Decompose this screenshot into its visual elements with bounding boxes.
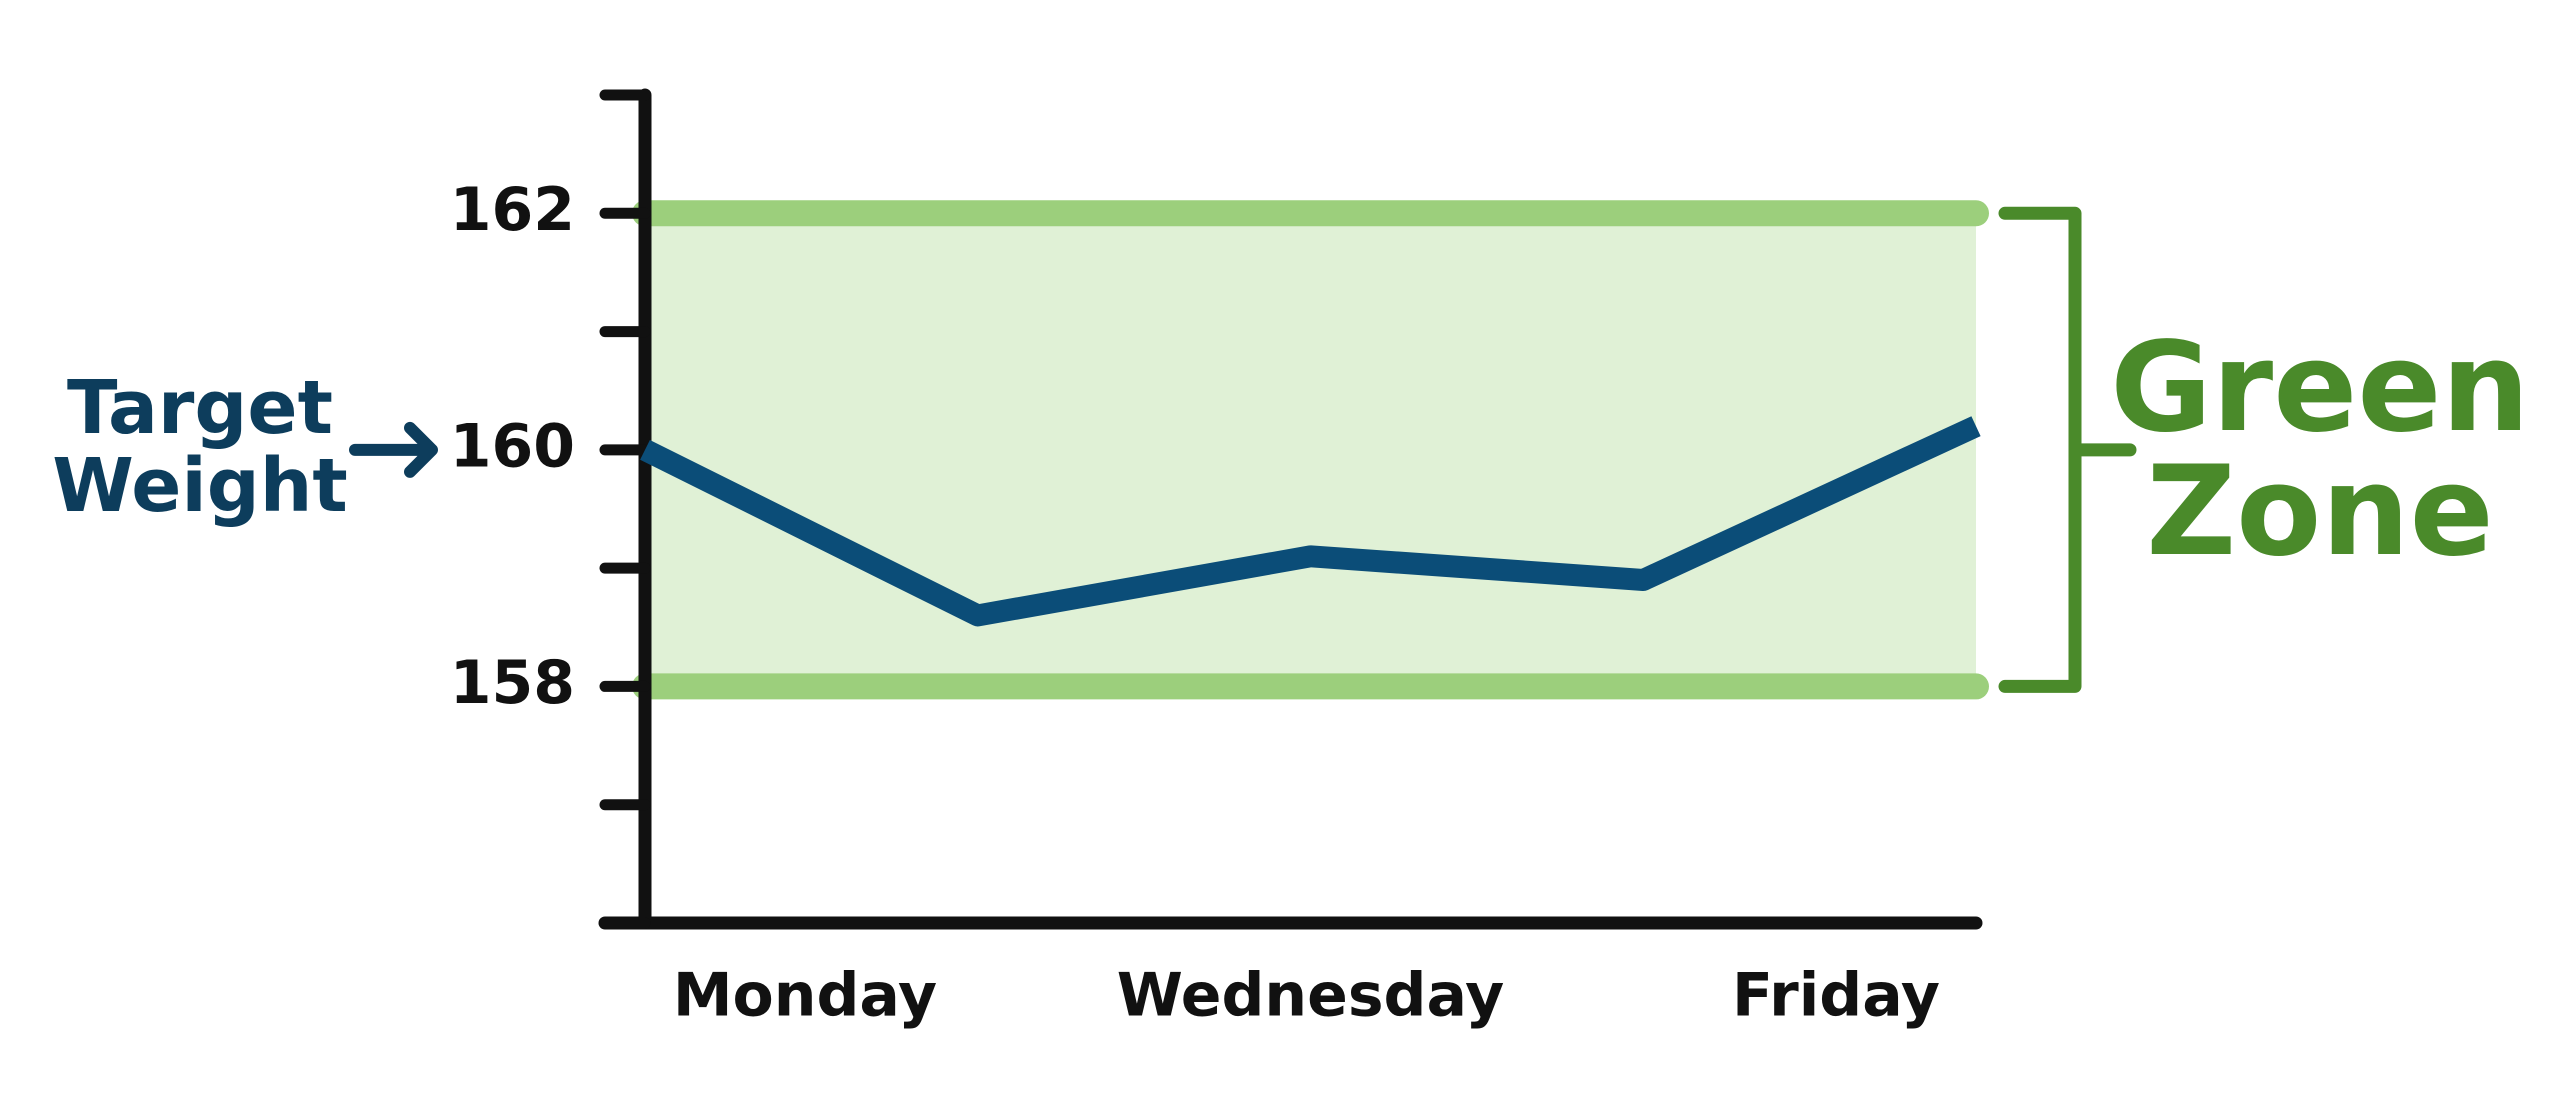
green-zone-label: Green Zone (2110, 315, 2530, 584)
x-tick-label: Monday (673, 961, 937, 1031)
target-weight-label: Target Weight (52, 364, 348, 529)
green-zone-bracket (1998, 206, 2137, 693)
y-tick-label: 162 (450, 175, 575, 245)
weight-line (640, 416, 1981, 627)
green-zone-band (645, 213, 1976, 687)
x-tick-label: Wednesday (1117, 961, 1505, 1031)
target-arrow (349, 421, 438, 478)
y-tick-label: 160 (450, 411, 575, 481)
x-tick-label: Friday (1732, 961, 1940, 1031)
y-tick-label: 158 (450, 648, 575, 718)
